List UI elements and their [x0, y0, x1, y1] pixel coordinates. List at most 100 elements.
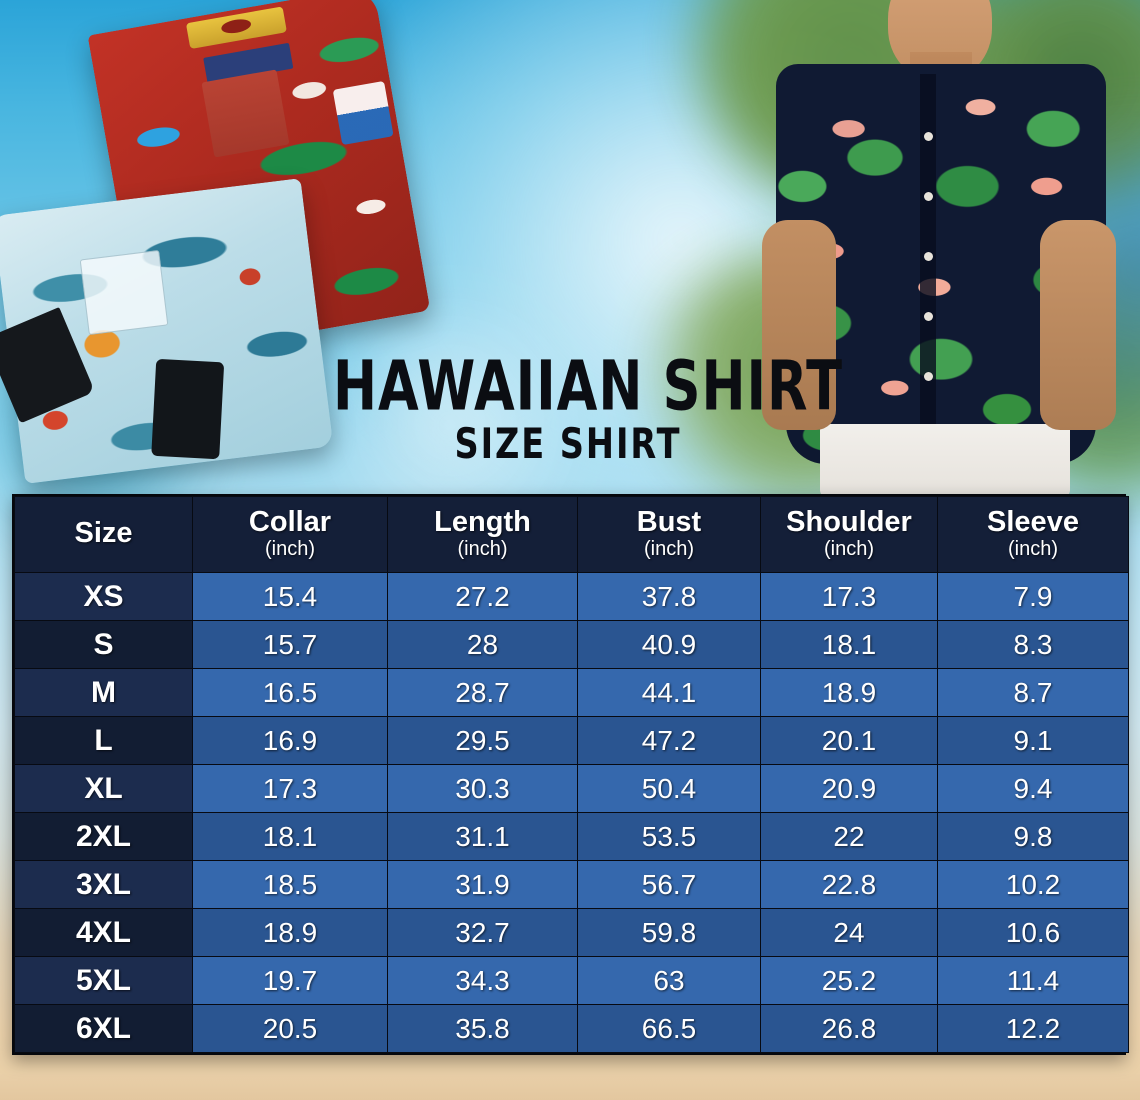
cell-length: 32.7 [387, 908, 578, 957]
cell-sleeve: 9.1 [937, 716, 1129, 765]
cell-length: 34.3 [387, 956, 578, 1005]
column-header-collar-unit: (inch) [264, 538, 315, 561]
cell-collar: 19.7 [192, 956, 388, 1005]
cell-collar: 20.5 [192, 1004, 388, 1053]
cell-shoulder: 22 [760, 812, 938, 861]
column-header-bust-label: Bust [636, 505, 702, 538]
cell-collar: 18.5 [192, 860, 388, 909]
cell-sleeve: 11.4 [937, 956, 1129, 1005]
column-header-sleeve: Sleeve (inch) [937, 496, 1129, 573]
row-size-label: M [14, 668, 193, 717]
row-size-label: 4XL [14, 908, 193, 957]
cell-length: 28 [387, 620, 578, 669]
cell-length: 31.1 [387, 812, 578, 861]
cell-length: 31.9 [387, 860, 578, 909]
cell-sleeve: 8.3 [937, 620, 1129, 669]
size-chart-table-container: Size Collar (inch) Length (inch) Bust (i… [12, 494, 1129, 1055]
shirt-fold [0, 307, 95, 424]
table-row: S 15.7 28 40.9 18.1 8.3 [14, 620, 1129, 669]
cell-length: 35.8 [387, 1004, 578, 1053]
cell-sleeve: 8.7 [937, 668, 1129, 717]
cell-collar: 16.5 [192, 668, 388, 717]
blue-folded-shirt [0, 178, 334, 484]
size-chart-table: Size Collar (inch) Length (inch) Bust (i… [14, 496, 1129, 1053]
cell-bust: 44.1 [577, 668, 761, 717]
table-body: XS 15.4 27.2 37.8 17.3 7.9 S 15.7 28 40.9 18.1 8.3 M… [14, 572, 1129, 1053]
cell-bust: 50.4 [577, 764, 761, 813]
cell-shoulder: 18.9 [760, 668, 938, 717]
column-header-shoulder-label: Shoulder [786, 505, 912, 538]
column-header-size-label: Size [74, 517, 133, 549]
cell-shoulder: 24 [760, 908, 938, 957]
table-row: M 16.5 28.7 44.1 18.9 8.7 [14, 668, 1129, 717]
column-header-size: Size [14, 496, 193, 573]
row-size-label: 5XL [14, 956, 193, 1005]
column-header-collar-label: Collar [248, 505, 332, 538]
cell-bust: 66.5 [577, 1004, 761, 1053]
cell-bust: 63 [577, 956, 761, 1005]
table-header-row: Size Collar (inch) Length (inch) Bust (i… [14, 496, 1129, 573]
column-header-shoulder-unit: (inch) [823, 538, 874, 561]
cell-shoulder: 20.1 [760, 716, 938, 765]
column-header-length-label: Length [434, 505, 531, 538]
cell-bust: 56.7 [577, 860, 761, 909]
cell-length: 29.5 [387, 716, 578, 765]
row-size-label: 2XL [14, 812, 193, 861]
cell-collar: 16.9 [192, 716, 388, 765]
table-row: L 16.9 29.5 47.2 20.1 9.1 [14, 716, 1129, 765]
cell-sleeve: 7.9 [937, 572, 1129, 621]
cell-bust: 47.2 [577, 716, 761, 765]
shirt-button [924, 372, 933, 381]
row-size-label: 3XL [14, 860, 193, 909]
column-header-length: Length (inch) [387, 496, 578, 573]
page-title: HAWAIIAN SHIRT [333, 347, 843, 427]
shirt-button [924, 252, 933, 261]
sand-strip [0, 1074, 1140, 1100]
cell-shoulder: 18.1 [760, 620, 938, 669]
cell-bust: 53.5 [577, 812, 761, 861]
model-left-arm [762, 220, 836, 430]
column-header-length-unit: (inch) [457, 538, 508, 561]
shirt-pocket [79, 249, 169, 335]
cell-bust: 59.8 [577, 908, 761, 957]
table-row: 2XL 18.1 31.1 53.5 22 9.8 [14, 812, 1129, 861]
table-header: Size Collar (inch) Length (inch) Bust (i… [14, 496, 1129, 573]
cell-sleeve: 12.2 [937, 1004, 1129, 1053]
cell-shoulder: 22.8 [760, 860, 938, 909]
shirt-button [924, 192, 933, 201]
cell-shoulder: 17.3 [760, 572, 938, 621]
table-row: 4XL 18.9 32.7 59.8 24 10.6 [14, 908, 1129, 957]
shirt-fold [151, 359, 225, 460]
column-header-bust: Bust (inch) [577, 496, 761, 573]
cell-bust: 40.9 [577, 620, 761, 669]
row-size-label: XL [14, 764, 193, 813]
shirt-button [924, 312, 933, 321]
cell-collar: 18.9 [192, 908, 388, 957]
column-header-collar: Collar (inch) [192, 496, 388, 573]
column-header-sleeve-label: Sleeve [987, 505, 1079, 538]
table-row: XS 15.4 27.2 37.8 17.3 7.9 [14, 572, 1129, 621]
cell-sleeve: 9.4 [937, 764, 1129, 813]
model-wearing-hawaiian-shirt-photo [740, 0, 1140, 498]
shirt-button [924, 132, 933, 141]
poster-title-block: HAWAIIAN SHIRT SIZE SHIRT [318, 347, 843, 469]
cell-collar: 15.7 [192, 620, 388, 669]
page-subtitle: SIZE SHIRT [454, 421, 682, 470]
cell-shoulder: 25.2 [760, 956, 938, 1005]
cell-collar: 15.4 [192, 572, 388, 621]
sponsor-patch [332, 80, 394, 146]
cell-sleeve: 10.2 [937, 860, 1129, 909]
table-row: XL 17.3 30.3 50.4 20.9 9.4 [14, 764, 1129, 813]
table-row: 6XL 20.5 35.8 66.5 26.8 12.2 [14, 1004, 1129, 1053]
row-size-label: XS [14, 572, 193, 621]
row-size-label: S [14, 620, 193, 669]
cell-shoulder: 26.8 [760, 1004, 938, 1053]
shirt-inner-panel [201, 69, 290, 158]
cell-length: 27.2 [387, 572, 578, 621]
table-row: 3XL 18.5 31.9 56.7 22.8 10.2 [14, 860, 1129, 909]
cell-collar: 17.3 [192, 764, 388, 813]
shirt-button-placket [920, 74, 936, 424]
cell-collar: 18.1 [192, 812, 388, 861]
model-right-arm [1040, 220, 1116, 430]
